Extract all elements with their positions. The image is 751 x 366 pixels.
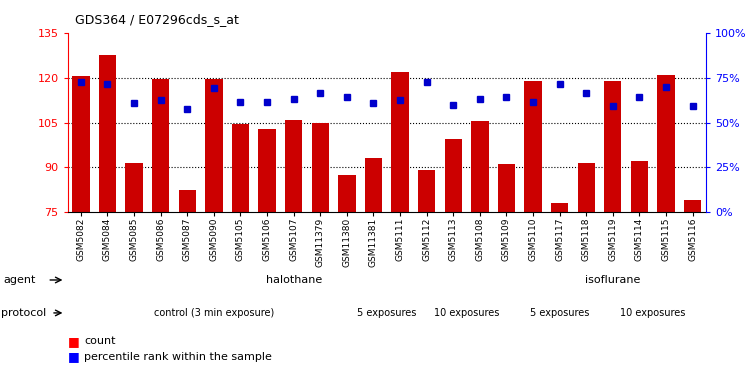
Bar [312, 123, 329, 212]
Bar [205, 79, 222, 212]
Bar [72, 76, 89, 212]
Bar [498, 164, 515, 212]
Text: protocol: protocol [1, 308, 46, 318]
Text: isoflurane: isoflurane [585, 275, 641, 285]
Text: agent: agent [4, 275, 36, 285]
Text: 5 exposures: 5 exposures [357, 308, 417, 318]
Bar [391, 72, 409, 212]
Bar [524, 81, 541, 212]
Text: ■: ■ [68, 335, 80, 348]
Bar [471, 121, 488, 212]
Bar [631, 161, 648, 212]
Bar [285, 120, 303, 212]
Text: ■: ■ [68, 350, 80, 363]
Text: 5 exposures: 5 exposures [530, 308, 590, 318]
Bar [551, 203, 569, 212]
Bar [684, 200, 701, 212]
Bar [418, 171, 436, 212]
Bar [179, 190, 196, 212]
Bar [657, 75, 674, 212]
Bar [338, 175, 355, 212]
Bar [125, 163, 143, 212]
Text: control (3 min exposure): control (3 min exposure) [154, 308, 274, 318]
Bar [365, 158, 382, 212]
Text: 10 exposures: 10 exposures [434, 308, 499, 318]
Bar [232, 124, 249, 212]
Bar [152, 79, 169, 212]
Text: count: count [84, 336, 116, 346]
Bar [258, 128, 276, 212]
Bar [99, 55, 116, 212]
Text: percentile rank within the sample: percentile rank within the sample [84, 352, 272, 362]
Bar [578, 163, 595, 212]
Text: halothane: halothane [266, 275, 321, 285]
Bar [605, 81, 622, 212]
Bar [445, 139, 462, 212]
Text: GDS364 / E07296cds_s_at: GDS364 / E07296cds_s_at [75, 12, 239, 26]
Text: 10 exposures: 10 exposures [620, 308, 686, 318]
